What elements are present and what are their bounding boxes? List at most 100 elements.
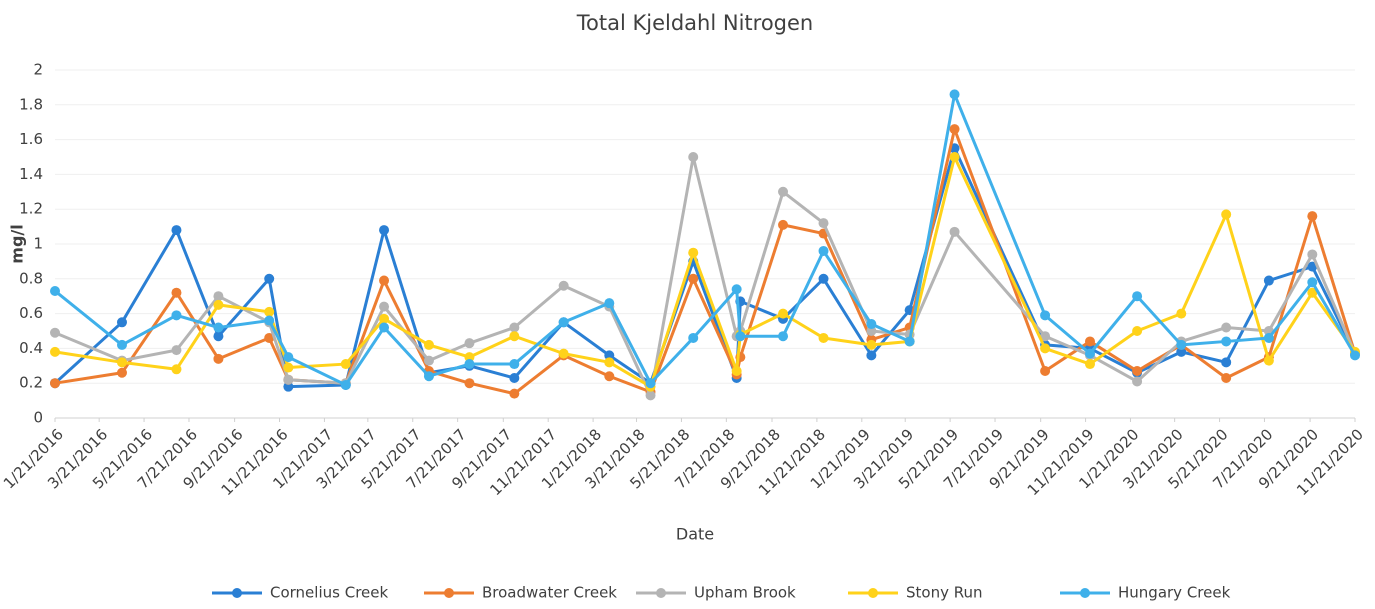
data-point xyxy=(866,350,877,361)
data-point xyxy=(1040,343,1051,354)
legend-marker xyxy=(656,588,666,598)
data-point xyxy=(379,301,390,312)
data-point xyxy=(1221,357,1232,368)
data-point xyxy=(509,331,520,342)
data-point xyxy=(949,124,960,135)
y-tick-label: 2 xyxy=(33,61,43,79)
y-tick-label: 0.8 xyxy=(19,269,43,287)
data-point xyxy=(509,322,520,333)
data-point xyxy=(1307,287,1318,298)
data-point xyxy=(1307,277,1318,288)
data-point xyxy=(283,381,294,392)
legend-label: Broadwater Creek xyxy=(482,584,617,602)
x-axis-label: Date xyxy=(676,525,714,544)
data-point xyxy=(379,322,390,333)
data-point xyxy=(1132,376,1143,387)
data-point xyxy=(1221,322,1232,333)
data-point xyxy=(688,247,699,258)
data-point xyxy=(818,218,829,229)
data-point xyxy=(1040,366,1051,377)
data-point xyxy=(1221,372,1232,383)
data-point xyxy=(509,388,520,399)
data-point xyxy=(818,245,829,256)
data-point xyxy=(1084,359,1095,370)
data-point xyxy=(949,152,960,162)
data-point xyxy=(1132,326,1143,336)
data-point xyxy=(604,298,615,309)
data-point xyxy=(731,366,742,377)
data-point xyxy=(464,359,475,370)
y-tick-label: 0.2 xyxy=(19,374,43,392)
series-line xyxy=(54,127,1357,396)
data-point xyxy=(1176,308,1187,319)
data-point xyxy=(50,327,60,338)
data-point xyxy=(866,319,877,330)
series-line xyxy=(54,155,1357,397)
data-point xyxy=(116,367,127,378)
data-point xyxy=(464,338,475,349)
data-point xyxy=(50,378,60,389)
legend-marker xyxy=(232,588,242,598)
legend-label: Cornelius Creek xyxy=(270,584,388,602)
data-point xyxy=(283,362,294,373)
data-point xyxy=(1040,331,1051,342)
data-point xyxy=(735,331,746,342)
data-point xyxy=(778,186,789,197)
data-point xyxy=(379,225,390,236)
data-point xyxy=(1307,249,1318,260)
data-point xyxy=(213,353,224,364)
data-point xyxy=(558,317,569,328)
data-point xyxy=(1221,336,1232,347)
data-point xyxy=(423,355,434,366)
data-point xyxy=(866,326,877,336)
data-point xyxy=(464,378,475,389)
data-point xyxy=(778,308,789,319)
data-point xyxy=(1307,261,1318,272)
y-tick-label: 0.4 xyxy=(19,339,43,357)
data-point xyxy=(264,273,275,284)
data-point xyxy=(688,273,699,284)
y-tick-label: 0 xyxy=(33,409,43,427)
y-tick-label: 0.6 xyxy=(19,304,43,322)
data-point xyxy=(379,275,390,286)
data-point xyxy=(423,371,434,382)
data-point xyxy=(283,352,294,363)
y-tick-label: 1 xyxy=(33,235,43,253)
data-point xyxy=(778,219,789,230)
series-line xyxy=(54,92,1357,387)
data-point xyxy=(213,299,224,310)
data-point xyxy=(1350,350,1360,361)
legend-label: Hungary Creek xyxy=(1118,584,1231,602)
data-point xyxy=(1263,275,1274,286)
data-point xyxy=(1084,336,1095,347)
series-line xyxy=(53,146,1357,389)
data-point xyxy=(1263,355,1274,366)
data-point xyxy=(171,287,182,298)
data-point xyxy=(645,378,656,389)
y-tick-label: 1.4 xyxy=(19,165,43,183)
data-point xyxy=(645,390,656,401)
data-point xyxy=(171,225,182,236)
data-point xyxy=(688,152,699,162)
data-point xyxy=(949,89,960,100)
data-point xyxy=(213,291,224,302)
legend-marker xyxy=(1080,588,1090,598)
data-point xyxy=(116,317,127,328)
legend-label: Stony Run xyxy=(906,584,983,602)
data-point xyxy=(50,285,60,296)
data-point xyxy=(604,350,615,361)
data-point xyxy=(213,322,224,333)
data-point xyxy=(818,332,829,343)
data-point xyxy=(604,371,615,382)
data-point xyxy=(264,306,275,317)
y-axis-label: mg/l xyxy=(8,224,27,263)
data-point xyxy=(688,332,699,343)
data-point xyxy=(213,331,224,342)
data-point xyxy=(1176,346,1187,357)
data-point xyxy=(1132,366,1143,377)
series-line xyxy=(54,155,1357,389)
data-point xyxy=(116,357,127,368)
chart-title: Total Kjeldahl Nitrogen xyxy=(576,11,813,35)
data-point xyxy=(340,359,351,370)
